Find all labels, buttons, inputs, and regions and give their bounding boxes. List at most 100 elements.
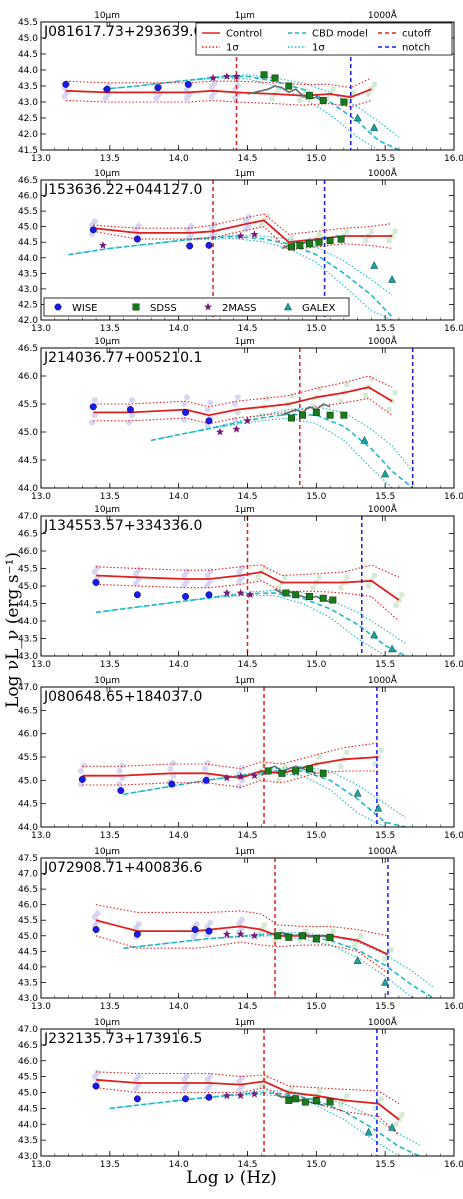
wise-point (133, 591, 141, 599)
faint-sdss-point (363, 238, 369, 244)
top-axis-label: 1000Å (368, 167, 398, 179)
panel-title: J214036.77+005210.1 (43, 350, 202, 366)
wise-point (89, 226, 97, 234)
faint-sdss-point (276, 585, 282, 591)
wise-point (182, 593, 190, 600)
faint-wise-point (80, 762, 87, 769)
faint-wise-point (204, 582, 211, 589)
y-tick-label: 44.0 (18, 617, 38, 627)
tmass-point (236, 930, 245, 938)
x-tick-label: 13.0 (31, 660, 51, 670)
control-sigma-upper (93, 375, 393, 408)
control-sigma-lower (95, 935, 389, 974)
x-tick-label: 16.0 (444, 324, 463, 334)
faint-wise-point (94, 1069, 101, 1076)
legend-marker-label: SDSS (150, 303, 177, 314)
galex-point (388, 275, 397, 283)
cbd-sigma-upper (123, 765, 407, 819)
faint-sdss-point (338, 398, 344, 404)
wise-point (92, 1082, 100, 1090)
x-tick-label: 14.5 (237, 324, 257, 334)
sdss-point (264, 767, 272, 775)
top-axis-label: 10μm (94, 11, 120, 21)
sdss-spectrum (281, 403, 331, 416)
tmass-point (222, 72, 231, 80)
sdss-point (326, 933, 334, 941)
faint-sdss-point (365, 91, 371, 97)
galex-point (381, 977, 390, 986)
y-tick-label: 43.5 (18, 635, 38, 645)
legend-line-label: Control (226, 29, 262, 40)
y-tick-label: 44.0 (18, 1120, 38, 1130)
faint-sdss-point (310, 403, 316, 409)
faint-wise-point (91, 397, 98, 404)
x-tick-label: 14.5 (237, 660, 257, 670)
y-tick-label: 46.5 (18, 706, 38, 716)
faint-sdss-point (396, 1116, 402, 1122)
faint-sdss-point (386, 407, 392, 413)
control-sigma-upper (96, 564, 400, 578)
faint-wise-point (183, 394, 190, 401)
faint-sdss-point (338, 585, 344, 591)
galex-point (364, 1127, 373, 1136)
legend-box (43, 297, 350, 317)
faint-sdss-point (258, 1083, 264, 1089)
x-tick-label: 13.5 (100, 1002, 120, 1012)
tmass-point (250, 230, 259, 238)
panel-7: 13.0 13.5 14.0 14.5 15.0 15.5 16.0 43.0 43.5 44.0… (18, 1016, 463, 1170)
sdss-point (271, 74, 279, 82)
x-tick-label: 14.5 (237, 1002, 257, 1012)
y-tick-label: 45.5 (18, 18, 38, 28)
panel-6: 13.0 13.5 14.0 14.5 15.0 15.5 16.0 43.0 43.5 44.0… (18, 845, 463, 1012)
sdss-point (306, 765, 313, 773)
faint-sdss-point (282, 763, 288, 769)
faint-sdss-point (330, 928, 336, 934)
faint-sdss-point (338, 1102, 344, 1108)
wise-point (127, 406, 134, 414)
sdss-point (312, 408, 320, 416)
wise-point (205, 241, 213, 249)
faint-wise-point (135, 566, 142, 573)
y-tick-label: 43.5 (18, 1136, 38, 1146)
wise-point (202, 776, 210, 784)
y-tick-label: 46.5 (18, 530, 38, 540)
faint-wise-point (183, 568, 190, 575)
x-tick-label: 15.0 (306, 1160, 326, 1170)
faint-sdss-point (382, 956, 388, 962)
faint-wise-point (91, 412, 98, 419)
galex-point (388, 1122, 397, 1131)
sdss-point (319, 769, 327, 777)
wise-point (205, 927, 213, 935)
galex-point (370, 123, 379, 131)
faint-wise-point (181, 582, 188, 589)
sdss-point (299, 411, 307, 419)
x-tick-label: 15.0 (306, 324, 326, 334)
y-tick-label: 45.0 (18, 34, 38, 44)
faint-sdss-point (310, 768, 316, 774)
faint-sdss-point (378, 1096, 384, 1102)
y-tick-label: 43.0 (18, 285, 38, 295)
faint-sdss-point (310, 241, 316, 247)
wise-point (205, 1093, 213, 1101)
control-sigma-lower (82, 770, 379, 788)
faint-wise-point (128, 412, 135, 419)
faint-wise-point (238, 564, 245, 571)
cbd-model-line (102, 75, 400, 150)
panel-title: J080648.65+184037.0 (43, 689, 202, 705)
y-tick-label: 43.0 (18, 652, 38, 662)
sdss-point (299, 932, 307, 940)
x-tick-label: 13.0 (31, 492, 51, 502)
faint-sdss-point (264, 213, 270, 219)
faint-sdss-point (282, 574, 288, 580)
faint-wise-point (207, 568, 214, 575)
tmass-point (222, 588, 231, 597)
x-tick-label: 13.0 (31, 1002, 51, 1012)
y-tick-label: 43.0 (18, 1152, 38, 1162)
faint-sdss-point (393, 602, 399, 608)
wise-point (182, 408, 190, 416)
y-tick-label: 43.0 (18, 98, 38, 108)
y-tick-label: 46.0 (18, 547, 38, 557)
faint-sdss-point (338, 763, 344, 769)
sdss-point (288, 414, 296, 422)
sdss-point (319, 594, 327, 602)
